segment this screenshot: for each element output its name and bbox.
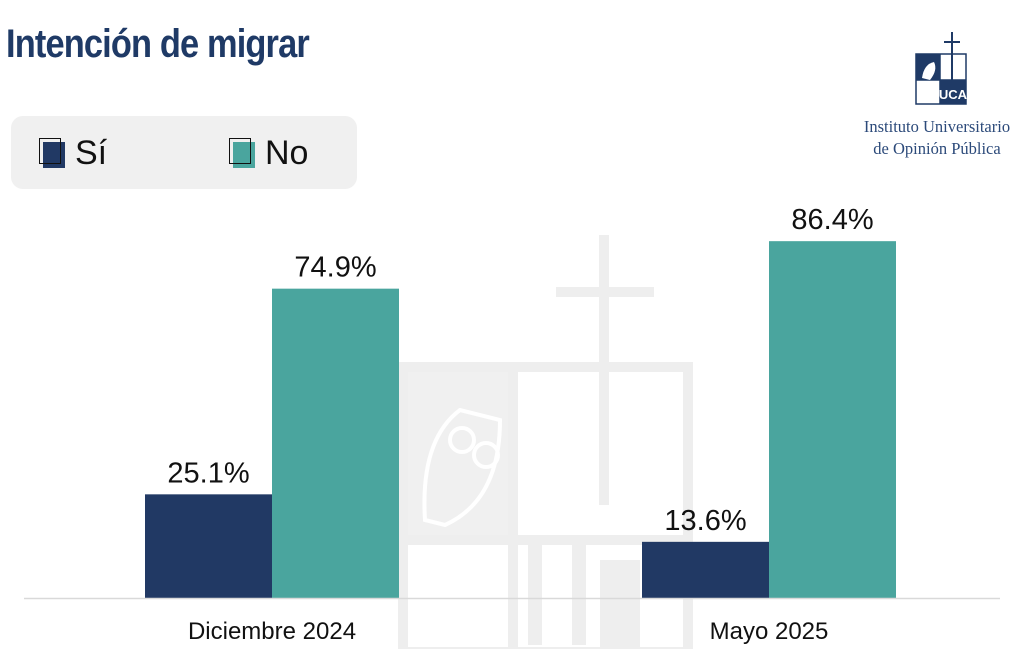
logo-monogram: UCA [939,87,968,102]
legend-label-no: No [265,134,309,172]
category-label: Mayo 2025 [710,618,829,645]
legend-item-si[interactable]: Sí [39,134,107,172]
value-label: 13.6% [664,505,746,537]
legend-swatch-no [229,138,255,168]
logo-text: Instituto Universitario de Opinión Públi… [852,116,1022,160]
legend-swatch-outline-si [39,138,61,164]
legend-label-si: Sí [75,134,108,172]
bar-no-2 [769,241,896,598]
legend-swatch-si [39,138,65,168]
legend-item-no[interactable]: No [229,134,308,172]
legend-swatch-outline-no [229,138,251,164]
uca-emblem-icon: UCA [915,32,968,105]
legend-swatch-fill-si [43,142,65,168]
watermark-frame [398,362,693,649]
logo-line-1: Instituto Universitario [863,117,1011,136]
iuop-logo: UCA Instituto Universitario de Opinión P… [852,30,1022,170]
page-title: Intención de migrar [6,22,310,66]
chart-legend: Sí No [11,116,357,189]
bar-s-1 [145,494,272,598]
bar-s-2 [642,541,769,598]
bar-no-1 [272,288,399,598]
value-label: 25.1% [167,457,249,489]
legend-swatch-fill-no [233,142,255,168]
value-label: 74.9% [294,252,376,284]
logo-line-2: de Opinión Pública [873,139,1001,158]
value-label: 86.4% [791,204,873,236]
category-label: Diciembre 2024 [188,618,356,645]
watermark-uca-letters [528,545,640,649]
watermark-owl [422,407,503,528]
